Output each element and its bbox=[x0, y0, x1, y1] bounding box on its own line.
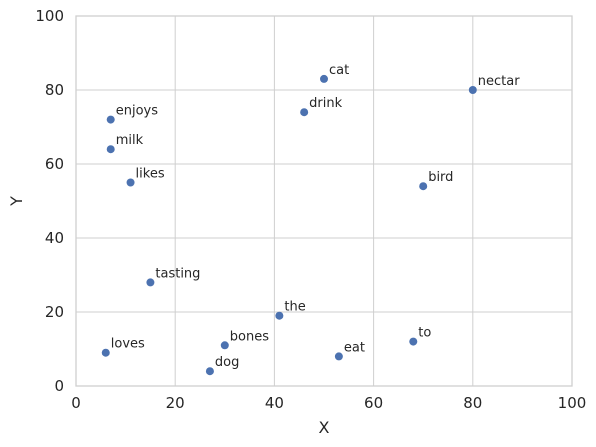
point-label-drink: drink bbox=[309, 96, 342, 111]
point-label-milk: milk bbox=[116, 133, 144, 148]
data-point-the bbox=[275, 311, 284, 320]
data-point-enjoys bbox=[106, 115, 115, 124]
point-label-cat: cat bbox=[329, 63, 349, 78]
data-point-eat bbox=[334, 352, 343, 361]
point-label-the: the bbox=[284, 300, 305, 315]
data-point-likes bbox=[126, 178, 135, 187]
point-label-dog: dog bbox=[215, 355, 239, 370]
point-label-eat: eat bbox=[344, 340, 365, 355]
point-label-loves: loves bbox=[111, 337, 145, 352]
data-point-milk bbox=[106, 145, 115, 154]
point-label-to: to bbox=[418, 326, 431, 341]
point-label-tasting: tasting bbox=[155, 266, 200, 281]
point-label-bones: bones bbox=[230, 329, 269, 344]
x-tick-labels: 0 20 40 60 80 100 bbox=[71, 394, 586, 412]
point-label-enjoys: enjoys bbox=[116, 104, 158, 119]
x-tick-label: 60 bbox=[364, 394, 383, 412]
data-point-bird bbox=[419, 182, 428, 191]
y-tick-label: 60 bbox=[45, 155, 64, 173]
y-tick-label: 100 bbox=[35, 7, 64, 25]
point-label-likes: likes bbox=[136, 167, 165, 182]
data-points bbox=[101, 74, 477, 376]
data-point-dog bbox=[205, 367, 214, 376]
y-tick-label: 0 bbox=[54, 377, 64, 395]
y-tick-label: 20 bbox=[45, 303, 64, 321]
x-tick-label: 80 bbox=[463, 394, 482, 412]
plot-frame bbox=[75, 15, 573, 387]
data-point-bones bbox=[220, 341, 229, 350]
data-point-tasting bbox=[146, 278, 155, 287]
point-labels: cat nectar drink enjoys milk likes bird tasting… bbox=[111, 63, 520, 370]
grid bbox=[75, 15, 573, 387]
y-tick-label: 80 bbox=[45, 81, 64, 99]
y-tick-label: 40 bbox=[45, 229, 64, 247]
data-point-to bbox=[409, 337, 418, 346]
data-point-cat bbox=[320, 74, 328, 83]
y-axis-label: Y bbox=[7, 196, 26, 207]
data-point-nectar bbox=[468, 86, 477, 94]
y-tick-labels: 0 20 40 60 80 100 bbox=[35, 7, 64, 395]
data-point-drink bbox=[300, 108, 309, 117]
x-tick-label: 20 bbox=[166, 394, 185, 412]
data-point-loves bbox=[101, 348, 110, 357]
x-tick-label: 0 bbox=[71, 394, 81, 412]
x-tick-label: 100 bbox=[558, 394, 587, 412]
x-axis-label: X bbox=[319, 418, 330, 437]
point-label-nectar: nectar bbox=[478, 74, 520, 89]
point-label-bird: bird bbox=[428, 170, 453, 185]
x-tick-label: 40 bbox=[265, 394, 284, 412]
